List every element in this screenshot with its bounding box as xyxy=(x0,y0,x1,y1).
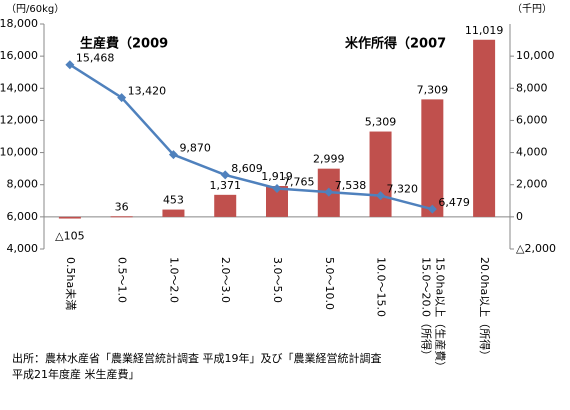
bar xyxy=(473,39,496,217)
bar-value-label: △105 xyxy=(55,230,84,243)
bar xyxy=(58,216,81,219)
bar xyxy=(162,209,185,217)
bar-value-label: 1,371 xyxy=(209,179,241,192)
y-tick-label: 6,000 xyxy=(7,210,39,223)
bar-value-label: 2,999 xyxy=(313,153,345,166)
y2-tick-label: 8,000 xyxy=(516,81,548,94)
bar-value-label: 36 xyxy=(115,200,129,213)
line-marker xyxy=(376,191,386,201)
line xyxy=(69,63,433,211)
line-value-label: 8,609 xyxy=(231,162,263,175)
y-tick-label: 18,000 xyxy=(0,17,38,30)
y-tick-label: 4,000 xyxy=(7,242,39,255)
y-tick-label: 16,000 xyxy=(0,49,38,62)
y2-tick-label: 2,000 xyxy=(516,178,548,191)
x-tick-label: 10.0～15.0 xyxy=(374,257,388,317)
source-line: 出所：農林水産省「農業経営統計調査 平成19年」及び「農業経営統計調査 xyxy=(12,351,382,365)
line-value-label: 6,479 xyxy=(438,196,470,209)
y-tick-label: 8,000 xyxy=(7,178,39,191)
source-line: 平成21年度産 米生産費」 xyxy=(12,367,140,381)
y2-axis-label: （千円） xyxy=(512,3,552,15)
y2-tick-label: 4,000 xyxy=(516,146,548,159)
bar-value-label: 453 xyxy=(163,194,184,207)
bar xyxy=(421,99,444,217)
bar xyxy=(214,194,237,217)
x-tick-label: 3.0～5.0 xyxy=(271,257,284,303)
series-label: 米作所得（2007 xyxy=(345,36,446,52)
y2-tick-label: △2,000 xyxy=(516,242,556,255)
line-value-label: 15,468 xyxy=(76,52,115,65)
bar-value-label: 11,019 xyxy=(465,24,504,37)
y-tick-label: 10,000 xyxy=(0,146,38,159)
y-tick-label: 12,000 xyxy=(0,113,38,126)
y2-tick-label: 6,000 xyxy=(516,113,548,126)
line-marker xyxy=(220,170,230,180)
bar xyxy=(110,216,133,218)
series-label: 生産費（2009 xyxy=(80,36,168,52)
line-value-label: 9,870 xyxy=(179,142,211,155)
x-tick-label: 0.5～1.0 xyxy=(115,257,129,303)
line-marker xyxy=(427,204,437,214)
bar xyxy=(266,186,288,217)
y2-tick-label: 10,000 xyxy=(516,49,555,62)
line-marker xyxy=(117,93,127,103)
line-value-label: 7,538 xyxy=(335,179,367,192)
y-axis-label: （円/60kg） xyxy=(6,3,64,15)
y2-tick-label: 0 xyxy=(516,210,523,223)
bar xyxy=(369,131,392,217)
line-marker xyxy=(168,150,178,160)
x-tick-label: 5.0～10.0 xyxy=(322,257,336,310)
line-value-label: 7,765 xyxy=(283,175,315,188)
y-tick-label: 14,000 xyxy=(0,81,38,94)
x-tick-label: 0.5ha未満 xyxy=(63,257,77,311)
x-tick-label: 20.0ha以上（所得） xyxy=(478,257,492,362)
bar-value-label: 1,919 xyxy=(261,170,293,183)
x-tick-label: 15.0～20.0（所得） 15.0ha以上（生産費） xyxy=(419,257,447,373)
bar-value-label: 5,309 xyxy=(365,116,397,129)
x-tick-label: 2.0～3.0 xyxy=(219,257,233,303)
line-value-label: 7,320 xyxy=(387,183,419,196)
line-marker xyxy=(65,60,75,70)
line-marker xyxy=(272,183,282,193)
x-tick-label: 1.0～2.0 xyxy=(167,257,181,303)
line-value-label: 13,420 xyxy=(128,85,166,98)
bar-value-label: 7,309 xyxy=(417,83,449,96)
line-marker xyxy=(324,187,334,197)
